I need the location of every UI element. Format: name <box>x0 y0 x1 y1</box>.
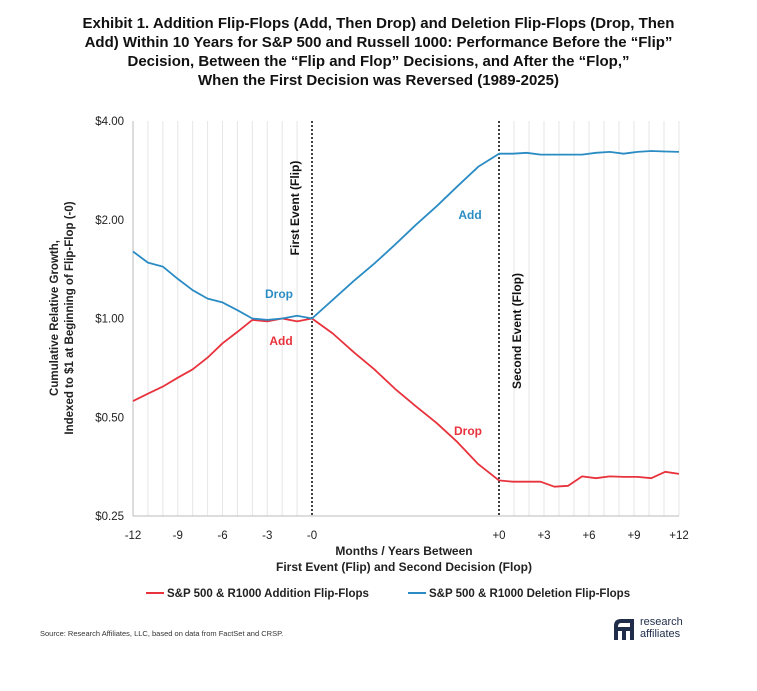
x-tick-label: -12 <box>125 530 142 542</box>
series-callouts: Add Drop Drop Add <box>265 208 482 438</box>
first-event-label: First Event (Flip) <box>288 161 302 256</box>
title-line-2: Add) Within 10 Years for S&P 500 and Rus… <box>84 34 673 51</box>
title-line-1: Exhibit 1. Addition Flip-Flops (Add, The… <box>82 15 675 32</box>
series-callout-label: Add <box>458 208 481 222</box>
x-axis-label: Months / Years Between <box>335 544 472 558</box>
series-line-deletion <box>132 150 680 321</box>
y-axis-label: Cumulative Relative Growth, <box>49 240 61 396</box>
y-tick-label: $0.50 <box>95 412 124 424</box>
series-callout-label: Drop <box>265 287 293 301</box>
legend: S&P 500 & R1000 Addition Flip-Flops S&P 5… <box>146 588 630 600</box>
series-lines <box>132 150 680 488</box>
series-callout-label: Drop <box>454 424 482 438</box>
second-event-label: Second Event (Flop) <box>510 273 524 389</box>
legend-label: S&P 500 & R1000 Addition Flip-Flops <box>167 588 369 600</box>
x-axis-label: First Event (Flip) and Second Decision (… <box>276 560 532 574</box>
logo-line-1: research <box>640 616 683 628</box>
y-tick-label: $4.00 <box>95 116 124 128</box>
series-line-addition <box>132 317 680 488</box>
ra-logo-mark-icon <box>614 619 634 640</box>
axis-labels: $0.25 $0.50 $1.00 $2.00 $4.00 -12 -9 -6 -3 -0 +0 +3… <box>49 116 689 574</box>
y-axis-label: Indexed to $1 at Beginning of Flip-Flop … <box>64 201 76 434</box>
x-tick-label: +12 <box>669 530 689 542</box>
x-tick-label: -0 <box>307 530 317 542</box>
research-affiliates-logo: research affiliates <box>611 614 721 648</box>
y-tick-label: $2.00 <box>95 215 124 227</box>
title-line-4: When the First Decision was Reversed (19… <box>198 72 559 89</box>
chart-title: Exhibit 1. Addition Flip-Flops (Add, The… <box>20 14 737 90</box>
x-tick-label: -3 <box>262 530 272 542</box>
logo-line-2: affiliates <box>640 628 681 640</box>
x-tick-label: +3 <box>537 530 550 542</box>
title-line-3: Decision, Between the “Flip and Flop” De… <box>127 53 630 70</box>
legend-label: S&P 500 & R1000 Deletion Flip-Flops <box>429 588 630 600</box>
series-callout-label: Add <box>269 334 292 348</box>
source-note: Source: Research Affiliates, LLC, based … <box>40 629 284 638</box>
y-tick-label: $1.00 <box>95 314 124 326</box>
x-tick-label: -9 <box>173 530 183 542</box>
event-markers: First Event (Flip) Second Event (Flop) <box>288 121 524 516</box>
x-tick-label: +0 <box>492 530 505 542</box>
x-tick-label: -6 <box>217 530 227 542</box>
y-tick-label: $0.25 <box>95 511 124 523</box>
axes <box>132 121 679 517</box>
grid-lines <box>132 121 680 516</box>
x-tick-label: +9 <box>627 530 640 542</box>
x-tick-label: +6 <box>582 530 595 542</box>
logo-wordmark: research affiliates <box>640 616 683 640</box>
